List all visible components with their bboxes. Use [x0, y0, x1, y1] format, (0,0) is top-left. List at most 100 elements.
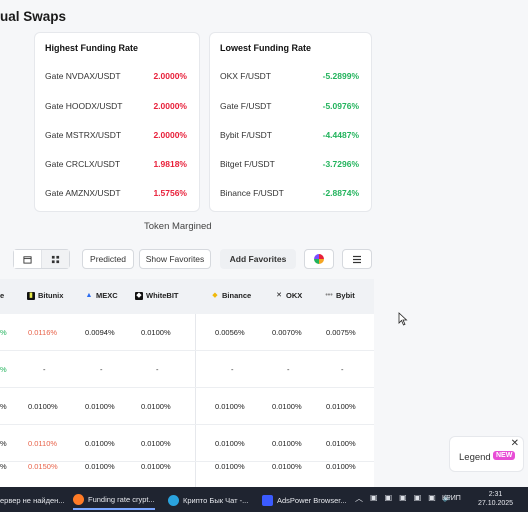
- filter-icon: [353, 255, 361, 263]
- column-label: WhiteBIT: [146, 291, 179, 300]
- taskbar-item[interactable]: Funding rate crypt...: [73, 490, 155, 510]
- clock-date: 27.10.2025: [478, 500, 514, 507]
- taskbar-item[interactable]: AdsPower Browser...: [262, 490, 347, 510]
- taskbar-item[interactable]: ервер не найден...: [0, 490, 65, 510]
- table-cell: %: [0, 402, 7, 411]
- funding-rate: 2.0000%: [153, 101, 187, 111]
- tray-app-icon[interactable]: ▣: [370, 493, 378, 502]
- show-favorites-button[interactable]: Show Favorites: [139, 249, 211, 269]
- table-cell: 0.0150%: [28, 462, 58, 471]
- close-icon[interactable]: ✕: [510, 438, 519, 449]
- table-row[interactable]: % 0.0150% 0.0100% 0.0100% 0.0100% 0.0100…: [0, 450, 374, 487]
- table-cell: 0.0100%: [326, 402, 356, 411]
- speaker-icon[interactable]: 🔈: [442, 493, 453, 502]
- table-cell: %: [0, 328, 7, 337]
- table-row[interactable]: % 0.0110% 0.0100% 0.0100% 0.0100% 0.0100…: [0, 425, 374, 462]
- okx-icon: ✕: [276, 291, 282, 299]
- table-cell: 0.0100%: [141, 402, 171, 411]
- highest-row[interactable]: Gate CRCLX/USDT 1.9818%: [45, 158, 187, 170]
- color-scheme-button[interactable]: [304, 249, 334, 269]
- view-toggle: [13, 249, 70, 269]
- table-row[interactable]: % 0.0100% 0.0100% 0.0100% 0.0100% 0.0100…: [0, 388, 374, 425]
- column-label: Binance: [222, 291, 252, 300]
- table-toolbar: Predicted Show Favorites Add Favorites: [0, 248, 528, 270]
- table-cell: 0.0100%: [141, 439, 171, 448]
- system-tray: ︿ ▣ ▣ ▣ ▣ ▣ 🔈: [355, 493, 453, 504]
- taskbar-item-label: Funding rate crypt...: [88, 494, 155, 504]
- lowest-row[interactable]: Bitget F/USDT -3.7296%: [220, 158, 359, 170]
- table-cell: -: [100, 365, 103, 374]
- highest-row[interactable]: Gate HOODX/USDT 2.0000%: [45, 100, 187, 112]
- chevron-up-icon[interactable]: ︿: [355, 494, 363, 503]
- grid-icon: [51, 255, 60, 263]
- lowest-row[interactable]: OKX F/USDT -5.2899%: [220, 70, 359, 82]
- table-cell: 0.0075%: [326, 328, 356, 337]
- table-cell: 0.0070%: [272, 328, 302, 337]
- tray-app-icon[interactable]: ▣: [399, 493, 407, 502]
- taskbar-item[interactable]: Крипто Бык Чат -...: [168, 490, 248, 510]
- table-cell: -: [156, 365, 159, 374]
- taskbar-item-label: ервер не найден...: [0, 495, 65, 505]
- funding-rate: 2.0000%: [153, 130, 187, 140]
- highest-row[interactable]: Gate MSTRX/USDT 2.0000%: [45, 129, 187, 141]
- calendar-icon: [23, 255, 32, 264]
- column-label: e: [0, 291, 5, 300]
- page-title: ual Swaps: [0, 9, 67, 24]
- table-row[interactable]: % - - - - - -: [0, 351, 374, 388]
- pair-name: Gate CRCLX/USDT: [45, 159, 121, 169]
- table-cell: 0.0100%: [215, 462, 245, 471]
- lowest-row[interactable]: Gate F/USDT -5.0976%: [220, 100, 359, 112]
- legend-label: Legend: [459, 452, 491, 463]
- legend-popup[interactable]: ✕ Legend NEW: [449, 436, 524, 472]
- table-cell: 0.0110%: [28, 439, 58, 448]
- funding-rate: -5.2899%: [322, 71, 359, 81]
- column-header[interactable]: ••• Bybit: [325, 291, 354, 300]
- column-header[interactable]: ✕ OKX: [275, 291, 302, 300]
- pair-name: Gate F/USDT: [220, 101, 272, 111]
- binance-icon: ◆: [212, 291, 218, 299]
- predicted-button[interactable]: Predicted: [82, 249, 134, 269]
- taskbar-item-label: AdsPower Browser...: [277, 495, 347, 505]
- system-clock[interactable]: 2:31 27.10.2025: [478, 490, 513, 508]
- funding-rate: -4.4487%: [322, 130, 359, 140]
- table-cell: 0.0116%: [28, 328, 58, 337]
- grid-view-button[interactable]: [41, 250, 69, 268]
- whitebit-icon: ◆: [135, 291, 143, 300]
- column-header[interactable]: ◆ Binance: [211, 291, 251, 300]
- lowest-row[interactable]: Binance F/USDT -2.8874%: [220, 187, 359, 199]
- funding-table: e ▮ Bitunix ▲ MEXC ◆ WhiteBIT ◆ Binance …: [0, 279, 374, 487]
- column-header[interactable]: e: [0, 291, 4, 300]
- table-cell: 0.0094%: [85, 328, 115, 337]
- table-cell: 0.0100%: [272, 462, 302, 471]
- lowest-row[interactable]: Bybit F/USDT -4.4487%: [220, 129, 359, 141]
- pair-name: Gate AMZNX/USDT: [45, 188, 121, 198]
- palette-icon: [314, 254, 324, 264]
- highest-row[interactable]: Gate NVDAX/USDT 2.0000%: [45, 70, 187, 82]
- taskbar-item-label: Крипто Бык Чат -...: [183, 495, 249, 505]
- add-favorites-button[interactable]: Add Favorites: [220, 249, 296, 269]
- os-taskbar: ервер не найден... Funding rate crypt...…: [0, 487, 528, 512]
- table-row[interactable]: % 0.0116% 0.0094% 0.0100% 0.0056% 0.0070…: [0, 314, 374, 351]
- highest-row[interactable]: Gate AMZNX/USDT 1.5756%: [45, 187, 187, 199]
- tray-app-icon[interactable]: ▣: [428, 493, 436, 502]
- table-cell: 0.0056%: [215, 328, 245, 337]
- lowest-funding-title: Lowest Funding Rate: [220, 43, 311, 53]
- calendar-view-button[interactable]: [14, 250, 41, 268]
- tray-app-icon[interactable]: ▣: [384, 493, 393, 502]
- tray-app-icon[interactable]: ▣: [413, 493, 422, 502]
- funding-rate: 1.9818%: [153, 159, 187, 169]
- keyboard-language[interactable]: КРИП: [442, 495, 461, 502]
- table-cell: %: [0, 365, 7, 374]
- funding-rate: 1.5756%: [153, 188, 187, 198]
- filter-button[interactable]: [342, 249, 372, 269]
- pair-name: Binance F/USDT: [220, 188, 284, 198]
- column-header[interactable]: ◆ WhiteBIT: [135, 291, 179, 300]
- pair-name: Bitget F/USDT: [220, 159, 275, 169]
- table-cell: -: [43, 365, 46, 374]
- column-header[interactable]: ▮ Bitunix: [27, 291, 63, 300]
- new-badge: NEW: [493, 451, 516, 460]
- table-cell: 0.0100%: [326, 439, 356, 448]
- column-header[interactable]: ▲ MEXC: [85, 291, 118, 300]
- pair-name: Gate HOODX/USDT: [45, 101, 123, 111]
- column-label: OKX: [286, 291, 303, 300]
